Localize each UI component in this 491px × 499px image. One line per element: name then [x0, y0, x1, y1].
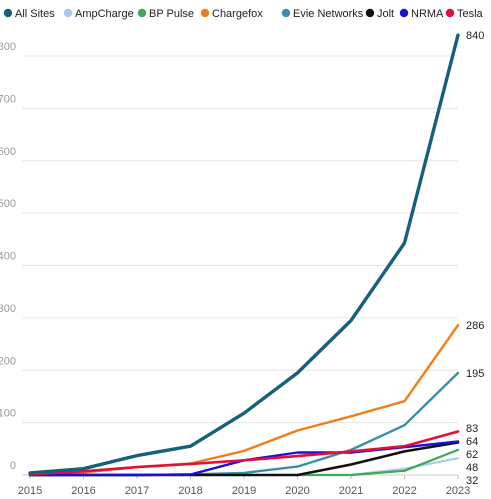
y-tick-label: 700 [0, 93, 16, 105]
legend-swatch [200, 8, 210, 18]
legend-label: Chargefox [212, 8, 263, 20]
y-tick-label: 600 [0, 146, 16, 158]
y-tick-label: 400 [0, 251, 16, 263]
end-value-label: 32 [466, 475, 478, 487]
legend-item: All Sites [3, 8, 55, 20]
legend-item: NRMA [399, 8, 444, 20]
y-tick-label: 500 [0, 198, 16, 210]
end-value-label: 64 [466, 436, 478, 448]
legend-label: NRMA [411, 8, 444, 20]
series-line-chargefox [28, 324, 460, 477]
end-value-label: 840 [466, 30, 484, 42]
legend-swatch [3, 8, 13, 18]
legend-swatch [137, 8, 147, 18]
x-tick-label: 2018 [178, 485, 202, 497]
y-tick-label: 100 [0, 408, 16, 420]
end-value-label: 48 [466, 462, 478, 474]
legend-swatch [281, 8, 291, 18]
series-line-all-sites [28, 33, 460, 475]
legend-item: Chargefox [200, 8, 263, 20]
x-tick-label: 2021 [339, 485, 363, 497]
legend: All Sites AmpCharge BP Pulse Chargefox Evie … [3, 8, 484, 20]
series-line-tesla [28, 430, 460, 476]
legend-swatch [365, 8, 375, 18]
x-tick-label: 2016 [71, 485, 95, 497]
end-value-label: 286 [466, 320, 484, 332]
end-value-label: 62 [466, 449, 478, 461]
y-tick-label: 800 [0, 41, 16, 53]
end-value-label: 195 [466, 368, 484, 380]
x-tick-label: 2020 [285, 485, 309, 497]
legend-item: Jolt [365, 8, 394, 20]
legend-swatch [445, 8, 455, 18]
legend-label: All Sites [15, 8, 55, 20]
y-tick-label: 300 [0, 303, 16, 315]
x-tick-label: 2022 [392, 485, 416, 497]
gridlines [22, 55, 458, 476]
legend-item: BP Pulse [137, 8, 194, 20]
legend-label: AmpCharge [75, 8, 134, 20]
legend-item: AmpCharge [63, 8, 134, 20]
x-tick-label: 2023 [446, 485, 470, 497]
legend-label: BP Pulse [149, 8, 194, 20]
legend-swatch [399, 8, 409, 18]
legend-swatch [63, 8, 73, 18]
legend-label: Jolt [377, 8, 394, 20]
series-line-bp-pulse [296, 448, 460, 477]
legend-item: Tesla [445, 8, 484, 20]
x-tick-label: 2019 [232, 485, 256, 497]
end-value-label: 83 [466, 423, 478, 435]
series-lines [28, 33, 460, 477]
y-tick-label: 200 [0, 355, 16, 367]
legend-item: Evie Networks [281, 8, 364, 20]
y-tick-label: 0 [10, 460, 16, 472]
legend-label: Tesla [457, 8, 484, 20]
legend-label: Evie Networks [293, 8, 364, 20]
y-axis: 0 100 200 300 400 500 600 700 800 [0, 41, 16, 472]
x-tick-label: 2017 [125, 485, 149, 497]
x-tick-label: 2015 [18, 485, 42, 497]
x-axis: 2015 2016 2017 2018 2019 2020 2021 2022 2023 [18, 475, 470, 497]
